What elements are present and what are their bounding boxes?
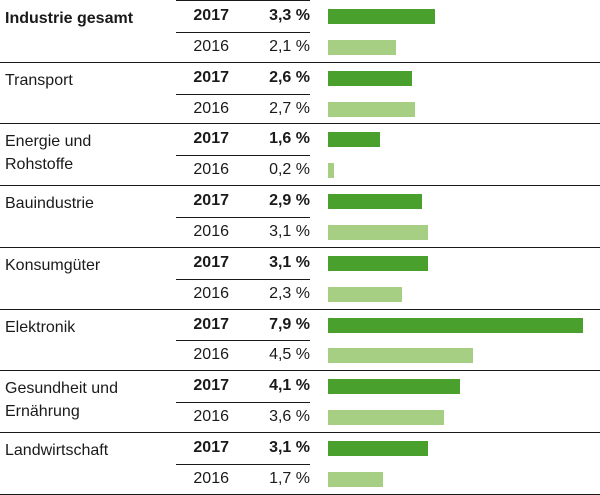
bar-2017	[328, 440, 429, 456]
bar-2017	[328, 379, 461, 395]
category-label: Energie und Rohstoffe	[5, 133, 92, 174]
group-divider	[0, 431, 600, 433]
category-label: Transport	[5, 71, 73, 89]
year-label: 2017	[193, 377, 229, 395]
value-label: 3,1 %	[269, 222, 310, 240]
year-label: 2016	[193, 37, 229, 55]
category-label: Industrie gesamt	[5, 10, 134, 27]
subrow-divider	[176, 155, 310, 157]
category-label: Konsumgüter	[5, 256, 101, 274]
year-label: 2017	[193, 192, 229, 210]
bar-2016	[328, 286, 403, 302]
value-label: 3,6 %	[269, 408, 310, 426]
value-label: 4,1 %	[269, 377, 310, 395]
bar-2016	[328, 348, 474, 364]
bar-2016	[328, 410, 445, 426]
year-label: 2017	[193, 130, 229, 148]
value-label: 3,1 %	[269, 253, 310, 271]
subrow-divider	[176, 93, 310, 95]
group-divider	[0, 123, 600, 125]
subrow-divider	[176, 278, 310, 280]
bar-2016	[328, 471, 383, 487]
value-label: 2,9 %	[269, 192, 310, 210]
bar-2017	[328, 132, 380, 148]
group-divider	[0, 246, 600, 248]
subrow-divider	[176, 216, 310, 218]
year-label: 2016	[193, 99, 229, 117]
category-label: Landwirtschaft	[5, 441, 109, 459]
bar-2016	[328, 163, 335, 179]
year-label: 2016	[193, 469, 229, 487]
bar-2016	[328, 39, 396, 55]
year-label: 2017	[193, 253, 229, 271]
year-label: 2016	[193, 408, 229, 426]
value-label: 1,6 %	[269, 130, 310, 148]
value-label: 2,6 %	[269, 68, 310, 86]
group-divider	[0, 61, 600, 63]
year-label: 2017	[193, 315, 229, 333]
category-label: Bauindustrie	[5, 195, 94, 213]
bar-2017	[328, 9, 435, 24]
year-label: 2017	[193, 438, 229, 456]
value-label: 0,2 %	[269, 161, 310, 179]
bar-2017	[328, 317, 584, 333]
value-label: 3,1 %	[269, 438, 310, 456]
value-label: 2,7 %	[269, 99, 310, 117]
bar-2017	[328, 255, 429, 271]
year-label: 2016	[193, 161, 229, 179]
group-divider	[0, 493, 600, 495]
value-label: 4,5 %	[269, 346, 310, 364]
year-label: 2017	[193, 7, 229, 24]
subrow-divider	[176, 31, 310, 33]
bar-2016	[328, 101, 416, 117]
year-label: 2016	[193, 346, 229, 364]
value-label: 2,1 %	[269, 37, 310, 55]
year-label: 2016	[193, 284, 229, 302]
group-divider	[0, 370, 600, 372]
category-label: Gesundheit und Ernährung	[5, 380, 118, 421]
bar-2017	[328, 70, 412, 86]
header-rule	[176, 0, 310, 1]
category-label: Elektronik	[5, 318, 76, 336]
subrow-divider	[176, 463, 310, 465]
subrow-divider	[176, 402, 310, 404]
value-label: 1,7 %	[269, 469, 310, 487]
value-label: 3,3 %	[269, 7, 310, 24]
bar-2016	[328, 224, 429, 240]
group-divider	[0, 308, 600, 310]
year-label: 2017	[193, 68, 229, 86]
value-label: 7,9 %	[269, 315, 310, 333]
bar-2017	[328, 194, 422, 210]
subrow-divider	[176, 340, 310, 342]
value-label: 2,3 %	[269, 284, 310, 302]
year-label: 2016	[193, 222, 229, 240]
group-divider	[0, 185, 600, 187]
